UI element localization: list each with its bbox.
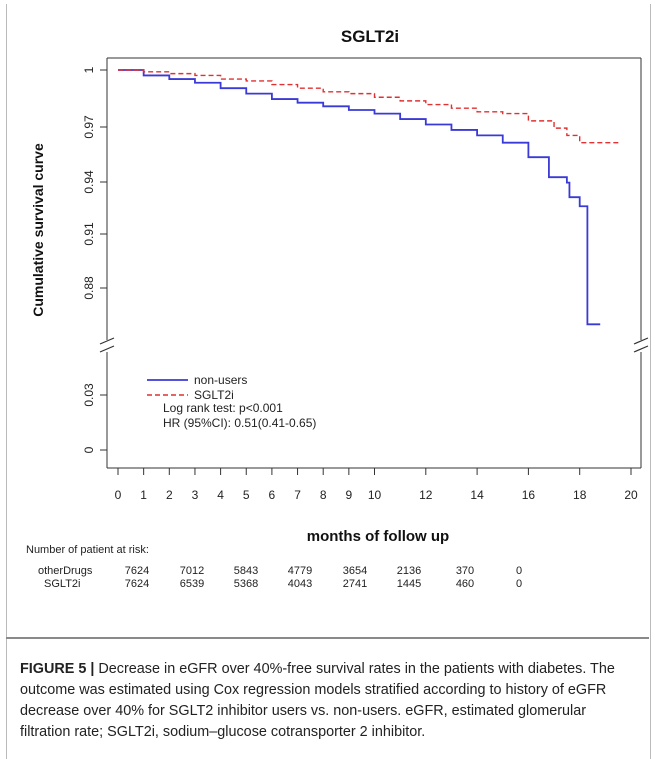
- y-tick-labels-lower: 0.03 0: [82, 383, 96, 453]
- y-tick-label: 0: [82, 446, 96, 453]
- x-tick-label: 14: [470, 488, 484, 502]
- risk-cell: 7624: [125, 565, 149, 577]
- caption-divider: [6, 637, 649, 639]
- series-layer: [118, 69, 621, 326]
- y-tick-labels-upper: 1 0.97 0.94 0.91 0.88: [82, 66, 96, 299]
- x-tick-label: 1: [140, 488, 147, 502]
- x-tick-label: 7: [294, 488, 301, 502]
- x-tick-label: 3: [192, 488, 199, 502]
- y-ticks-upper: [100, 69, 107, 289]
- risk-table: Number of patient at risk: otherDrugs SG…: [26, 544, 522, 590]
- risk-cell: 1445: [397, 578, 421, 590]
- x-tick-label: 20: [624, 488, 638, 502]
- y-tick-label: 0.88: [82, 276, 96, 300]
- x-tick-label: 4: [217, 488, 224, 502]
- x-tick-label: 0: [115, 488, 122, 502]
- x-ticks: [117, 468, 632, 475]
- x-tick-label: 8: [320, 488, 327, 502]
- y-ticks-lower: [100, 394, 107, 451]
- risk-cell: 6539: [180, 578, 204, 590]
- y-tick-label: 0.03: [82, 383, 96, 407]
- risk-row-label-otherdrugs: otherDrugs: [38, 565, 93, 577]
- risk-table-title: Number of patient at risk:: [26, 544, 149, 556]
- figure-frame: [6, 4, 651, 759]
- figure-caption: FIGURE 5 | Decrease in eGFR over 40%-fre…: [20, 659, 638, 743]
- risk-cell: 0: [516, 565, 522, 577]
- hr-annotation: HR (95%CI): 0.51(0.41-0.65): [163, 416, 316, 430]
- series-line-non-users: [118, 69, 601, 326]
- series-line-sglt2i: [118, 69, 621, 144]
- y-tick-label: 1: [82, 66, 96, 73]
- x-tick-label: 2: [166, 488, 173, 502]
- x-tick-label: 5: [243, 488, 250, 502]
- axis-break-right: [633, 337, 649, 353]
- legend: non-users SGLT2i Log rank test: p<0.001 …: [147, 373, 316, 430]
- risk-row-label-sglt2i: SGLT2i: [44, 578, 80, 590]
- risk-cell: 5843: [234, 565, 258, 577]
- x-axis-label: months of follow up: [307, 528, 449, 545]
- risk-cell: 7012: [180, 565, 204, 577]
- x-tick-label: 18: [573, 488, 587, 502]
- axis-break-left: [99, 337, 115, 353]
- caption-text: Decrease in eGFR over 40%-free survival …: [20, 661, 615, 740]
- risk-cell: 370: [456, 565, 474, 577]
- chart-title: SGLT2i: [341, 27, 399, 46]
- risk-values: 7624 7012 5843 4779 3654 2136 370 0 7624 6539 5368…: [125, 565, 522, 590]
- legend-label-sglt2i: SGLT2i: [194, 388, 234, 402]
- legend-label-non-users: non-users: [194, 373, 247, 387]
- y-tick-label: 0.97: [82, 115, 96, 139]
- x-tick-label: 6: [269, 488, 276, 502]
- x-tick-label: 16: [522, 488, 536, 502]
- risk-cell: 2136: [397, 565, 421, 577]
- y-axis-label: Cumulative survival curve: [30, 143, 46, 317]
- x-tick-label: 10: [368, 488, 382, 502]
- x-tick-label: 12: [419, 488, 433, 502]
- risk-cell: 4779: [288, 565, 312, 577]
- survival-chart: SGLT2i 1 0.97 0.94 0.91 0.88: [26, 27, 649, 590]
- x-tick-labels: 0 1 2 3 4 5 6 7 8 9 10 12 14 16 18 20: [115, 488, 638, 502]
- risk-cell: 2741: [343, 578, 367, 590]
- risk-cell: 4043: [288, 578, 312, 590]
- log-rank-annotation: Log rank test: p<0.001: [163, 401, 283, 415]
- risk-cell: 460: [456, 578, 474, 590]
- y-tick-label: 0.91: [82, 222, 96, 246]
- risk-cell: 5368: [234, 578, 258, 590]
- caption-label: FIGURE 5 |: [20, 661, 95, 677]
- y-tick-label: 0.94: [82, 170, 96, 194]
- risk-cell: 7624: [125, 578, 149, 590]
- risk-cell: 0: [516, 578, 522, 590]
- x-tick-label: 9: [346, 488, 353, 502]
- risk-cell: 3654: [343, 565, 367, 577]
